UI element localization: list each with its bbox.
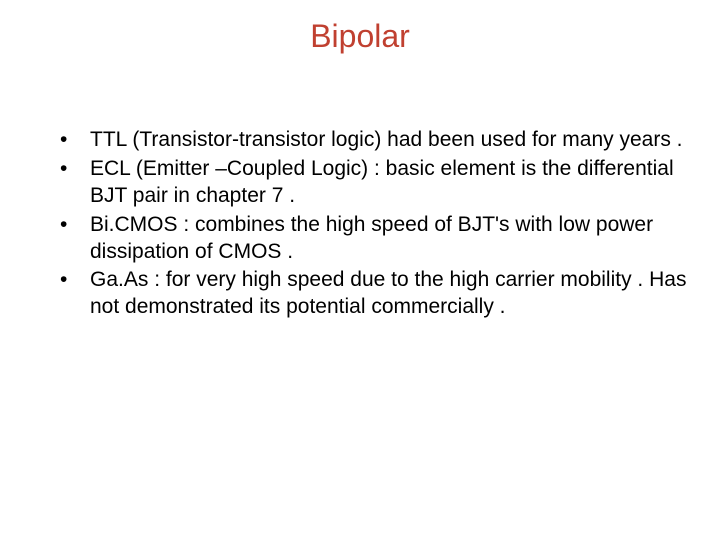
bullet-list: TTL (Transistor-transistor logic) had be… <box>30 127 690 321</box>
list-item: TTL (Transistor-transistor logic) had be… <box>60 127 690 154</box>
list-item: Bi.CMOS : combines the high speed of BJT… <box>60 212 690 266</box>
slide: Bipolar TTL (Transistor-transistor logic… <box>0 0 720 540</box>
list-item: ECL (Emitter –Coupled Logic) : basic ele… <box>60 156 690 210</box>
list-item: Ga.As : for very high speed due to the h… <box>60 267 690 321</box>
slide-title: Bipolar <box>30 18 690 55</box>
